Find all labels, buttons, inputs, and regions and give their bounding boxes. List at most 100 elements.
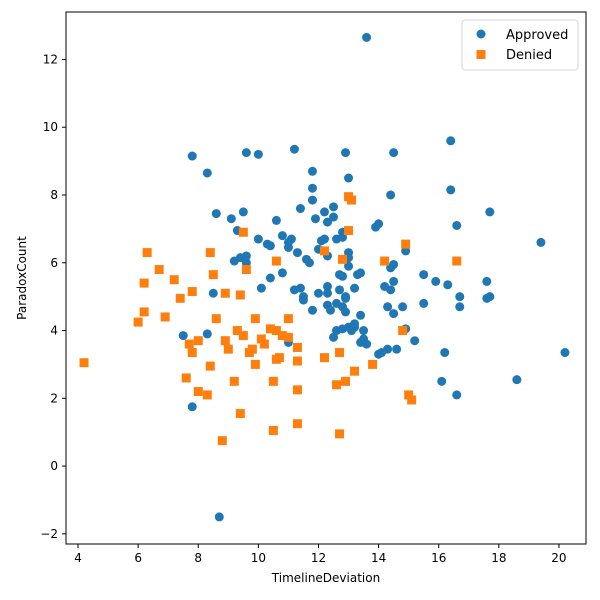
point-approved: [455, 292, 465, 302]
point-denied: [259, 339, 269, 349]
point-approved: [362, 32, 372, 42]
point-approved: [341, 293, 351, 303]
y-tick-label: 4: [50, 324, 58, 338]
point-approved: [271, 215, 281, 225]
point-approved: [341, 148, 351, 158]
point-denied: [139, 278, 149, 288]
point-denied: [181, 373, 191, 383]
data-points: [79, 32, 570, 522]
point-approved: [389, 259, 399, 269]
point-denied: [193, 336, 203, 346]
point-approved: [443, 280, 453, 290]
x-axis-ticks: 4 6 8 10 12 14 16 18 20: [74, 544, 567, 565]
point-denied: [193, 387, 203, 397]
y-tick-label: 8: [50, 188, 58, 202]
point-approved: [283, 243, 293, 253]
point-denied: [175, 293, 185, 303]
point-approved: [347, 326, 357, 336]
point-approved: [265, 273, 275, 283]
point-approved: [241, 258, 251, 268]
point-approved: [437, 376, 447, 386]
x-tick-label: 10: [251, 551, 266, 565]
point-approved: [383, 344, 393, 354]
point-approved: [560, 348, 570, 358]
point-approved: [310, 214, 320, 224]
point-approved: [374, 219, 384, 229]
point-denied: [184, 339, 194, 349]
point-approved: [359, 326, 369, 336]
point-denied: [205, 248, 215, 258]
point-approved: [307, 166, 317, 176]
point-approved: [295, 204, 305, 214]
point-approved: [398, 302, 408, 312]
point-denied: [283, 332, 293, 342]
point-approved: [187, 402, 197, 412]
point-approved: [329, 202, 339, 212]
point-approved: [307, 195, 317, 205]
point-approved: [178, 331, 188, 341]
point-denied: [160, 312, 170, 322]
point-denied: [241, 265, 251, 275]
point-denied: [335, 429, 345, 439]
point-denied: [319, 246, 329, 256]
point-denied: [398, 326, 408, 336]
point-denied: [368, 359, 378, 369]
point-approved: [419, 270, 429, 280]
point-denied: [271, 256, 281, 266]
point-denied: [292, 419, 302, 429]
point-denied: [154, 265, 164, 275]
point-approved: [410, 336, 420, 346]
point-approved: [292, 248, 302, 258]
point-denied: [187, 287, 197, 297]
point-denied: [169, 275, 179, 285]
point-approved: [386, 190, 396, 200]
point-denied: [223, 344, 233, 354]
point-approved: [238, 207, 248, 217]
point-approved: [383, 302, 393, 312]
point-approved: [253, 234, 263, 244]
point-approved: [295, 283, 305, 293]
legend: Approved Denied: [461, 19, 579, 71]
y-axis-label: ParadoxCount: [15, 236, 29, 320]
point-approved: [356, 268, 366, 278]
point-denied: [235, 409, 245, 419]
point-denied: [274, 353, 284, 363]
point-denied: [79, 358, 89, 368]
point-denied: [229, 376, 239, 386]
point-approved: [512, 375, 522, 385]
point-denied: [407, 395, 417, 405]
y-tick-label: 2: [50, 391, 58, 405]
point-denied: [271, 326, 281, 336]
point-approved: [286, 234, 296, 244]
point-approved: [389, 276, 399, 286]
point-approved: [440, 348, 450, 358]
point-denied: [238, 227, 248, 237]
point-denied: [268, 376, 278, 386]
y-tick-label: 12: [43, 52, 58, 66]
x-tick-label: 20: [551, 551, 566, 565]
y-tick-label: 0: [50, 459, 58, 473]
point-approved: [202, 168, 212, 178]
point-approved: [241, 148, 251, 158]
point-denied: [211, 314, 221, 324]
point-denied: [235, 290, 245, 300]
point-denied: [380, 256, 390, 266]
y-tick-label: 10: [43, 120, 58, 134]
point-denied: [292, 385, 302, 395]
x-tick-label: 14: [371, 551, 386, 565]
point-approved: [356, 310, 366, 320]
point-denied: [220, 288, 230, 298]
point-denied: [208, 270, 218, 280]
point-denied: [220, 336, 230, 346]
point-approved: [304, 258, 314, 268]
point-approved: [323, 288, 333, 298]
point-approved: [187, 151, 197, 161]
axes-frame: [65, 11, 587, 545]
point-denied: [338, 254, 348, 264]
point-approved: [323, 217, 333, 227]
point-approved: [341, 307, 351, 317]
x-tick-label: 4: [74, 551, 82, 565]
point-approved: [226, 214, 236, 224]
point-approved: [335, 285, 345, 295]
point-approved: [452, 390, 462, 400]
